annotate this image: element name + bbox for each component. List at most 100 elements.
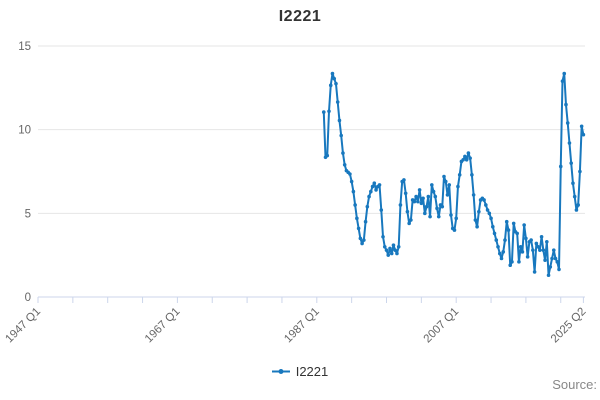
- data-point-marker[interactable]: [511, 221, 516, 226]
- data-point-marker[interactable]: [447, 183, 452, 187]
- data-point-marker[interactable]: [579, 124, 584, 129]
- data-point-marker[interactable]: [337, 118, 342, 123]
- data-point-marker[interactable]: [557, 267, 561, 272]
- data-point-marker[interactable]: [351, 189, 356, 194]
- data-point-marker[interactable]: [534, 241, 539, 246]
- data-point-marker[interactable]: [360, 241, 364, 246]
- data-point-marker[interactable]: [449, 213, 453, 217]
- data-point-marker[interactable]: [369, 189, 373, 194]
- data-point-marker[interactable]: [555, 260, 560, 264]
- data-point-marker[interactable]: [430, 183, 434, 187]
- data-point-marker[interactable]: [412, 199, 417, 204]
- data-point-marker[interactable]: [445, 193, 450, 197]
- data-point-marker[interactable]: [325, 153, 330, 158]
- data-point-marker[interactable]: [487, 211, 492, 216]
- data-point-marker[interactable]: [332, 76, 337, 81]
- data-point-marker[interactable]: [539, 234, 544, 239]
- data-point-marker[interactable]: [423, 211, 427, 216]
- data-point-marker[interactable]: [538, 248, 542, 252]
- data-point-marker[interactable]: [525, 255, 530, 259]
- data-point-marker[interactable]: [496, 245, 500, 249]
- data-point-marker[interactable]: [358, 236, 363, 241]
- data-point-marker[interactable]: [548, 265, 553, 269]
- data-point-marker[interactable]: [564, 102, 568, 107]
- series-I2221[interactable]: [321, 71, 586, 278]
- data-point-marker[interactable]: [424, 204, 429, 209]
- data-point-marker[interactable]: [405, 209, 410, 214]
- data-point-marker[interactable]: [321, 110, 326, 114]
- data-point-marker[interactable]: [508, 263, 513, 268]
- data-point-marker[interactable]: [391, 243, 396, 247]
- data-point-marker[interactable]: [341, 151, 345, 155]
- data-point-marker[interactable]: [536, 245, 540, 249]
- data-point-marker[interactable]: [565, 121, 570, 125]
- data-point-marker[interactable]: [477, 209, 481, 214]
- data-point-marker[interactable]: [553, 256, 558, 261]
- data-point-marker[interactable]: [532, 270, 537, 274]
- data-point-marker[interactable]: [524, 236, 528, 241]
- data-point-marker[interactable]: [339, 133, 343, 138]
- data-point-marker[interactable]: [377, 183, 382, 187]
- data-point-marker[interactable]: [403, 191, 408, 196]
- data-point-marker[interactable]: [550, 256, 554, 261]
- data-point-marker[interactable]: [531, 248, 535, 252]
- data-point-marker[interactable]: [517, 260, 521, 264]
- data-point-marker[interactable]: [382, 245, 387, 249]
- data-point-marker[interactable]: [327, 109, 331, 114]
- data-point-marker[interactable]: [393, 248, 398, 252]
- data-point-marker[interactable]: [370, 184, 375, 189]
- data-point-marker[interactable]: [443, 179, 448, 184]
- data-point-marker[interactable]: [504, 219, 509, 224]
- data-point-marker[interactable]: [407, 221, 411, 226]
- data-point-marker[interactable]: [442, 174, 446, 179]
- data-point-marker[interactable]: [466, 151, 471, 155]
- data-point-marker[interactable]: [497, 251, 502, 256]
- data-point-marker[interactable]: [372, 181, 377, 186]
- data-point-marker[interactable]: [484, 203, 488, 207]
- data-point-marker[interactable]: [452, 228, 457, 232]
- data-point-marker[interactable]: [576, 203, 580, 207]
- data-point-marker[interactable]: [433, 194, 438, 199]
- data-point-marker[interactable]: [384, 248, 389, 252]
- data-point-marker[interactable]: [543, 258, 547, 262]
- data-point-marker[interactable]: [409, 218, 413, 222]
- data-point-marker[interactable]: [334, 81, 338, 86]
- data-point-marker[interactable]: [571, 181, 575, 186]
- data-point-marker[interactable]: [395, 251, 399, 256]
- data-point-marker[interactable]: [463, 154, 467, 159]
- data-point-marker[interactable]: [421, 196, 425, 201]
- data-point-marker[interactable]: [356, 226, 361, 231]
- data-point-marker[interactable]: [454, 216, 459, 221]
- data-point-marker[interactable]: [402, 178, 406, 182]
- data-point-marker[interactable]: [428, 214, 432, 219]
- data-point-marker[interactable]: [416, 199, 420, 204]
- data-point-marker[interactable]: [464, 157, 469, 162]
- data-point-marker[interactable]: [363, 219, 368, 224]
- data-point-marker[interactable]: [503, 238, 507, 242]
- data-point-marker[interactable]: [482, 198, 486, 202]
- data-point-marker[interactable]: [522, 223, 526, 227]
- data-point-marker[interactable]: [470, 173, 474, 177]
- data-point-marker[interactable]: [367, 194, 371, 199]
- data-point-marker[interactable]: [389, 251, 394, 256]
- data-point-marker[interactable]: [330, 71, 335, 76]
- legend-label[interactable]: I2221: [295, 364, 329, 379]
- data-point-marker[interactable]: [457, 173, 462, 177]
- data-point-marker[interactable]: [362, 238, 366, 242]
- data-point-marker[interactable]: [515, 231, 519, 236]
- data-point-marker[interactable]: [518, 245, 523, 249]
- data-point-marker[interactable]: [494, 238, 499, 242]
- data-point-marker[interactable]: [440, 204, 445, 209]
- data-point-marker[interactable]: [461, 157, 465, 162]
- data-point-marker[interactable]: [435, 206, 439, 211]
- data-point-marker[interactable]: [520, 250, 525, 254]
- data-point-marker[interactable]: [558, 164, 563, 169]
- data-point-marker[interactable]: [562, 71, 567, 76]
- data-point-marker[interactable]: [560, 79, 565, 83]
- data-point-marker[interactable]: [475, 224, 479, 229]
- data-point-marker[interactable]: [353, 203, 357, 207]
- data-point-marker[interactable]: [546, 273, 551, 278]
- data-point-marker[interactable]: [349, 179, 354, 184]
- data-point-marker[interactable]: [578, 169, 582, 174]
- data-point-marker[interactable]: [365, 204, 370, 209]
